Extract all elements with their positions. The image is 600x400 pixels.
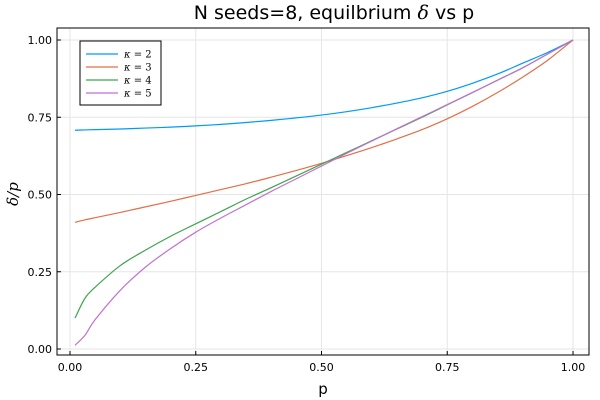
- grid: [57, 28, 589, 355]
- x-axis-label: p: [318, 380, 328, 398]
- legend-label: κ = 2: [123, 50, 152, 61]
- y-tick-label: 0.00: [28, 343, 53, 356]
- x-tick-label: 0.75: [435, 361, 460, 374]
- y-tick-label: 0.75: [28, 111, 53, 124]
- y-tick-label: 1.00: [28, 34, 53, 47]
- y-tick-label: 0.50: [28, 189, 53, 202]
- series-line-kappa-2: [75, 39, 574, 131]
- legend-label: κ = 5: [123, 89, 152, 100]
- legend-box: [79, 40, 162, 106]
- y-tick-label: 0.25: [28, 266, 53, 279]
- series-lines: [74, 39, 574, 346]
- series-line-kappa-5: [74, 39, 574, 346]
- x-tick-label: 1.00: [561, 361, 586, 374]
- legend-label: κ = 3: [123, 63, 152, 74]
- legend-label: κ = 4: [123, 76, 152, 87]
- chart-title: N seeds=8, equilbrium δ vs p: [194, 2, 474, 24]
- plot-frame: [56, 27, 590, 356]
- x-tick-label: 0.50: [309, 361, 334, 374]
- legend: κ = 2 κ = 3 κ = 4 κ = 5: [79, 40, 162, 106]
- x-tick-label: 0.00: [58, 361, 83, 374]
- y-axis-label: δ/p: [4, 182, 22, 206]
- tick-labels: 0.00 0.25 0.50 0.75 1.00 0.00 0.25 0.50 0.75 1.00: [28, 34, 586, 374]
- x-tick-label: 0.25: [184, 361, 209, 374]
- series-line-kappa-3: [74, 39, 574, 223]
